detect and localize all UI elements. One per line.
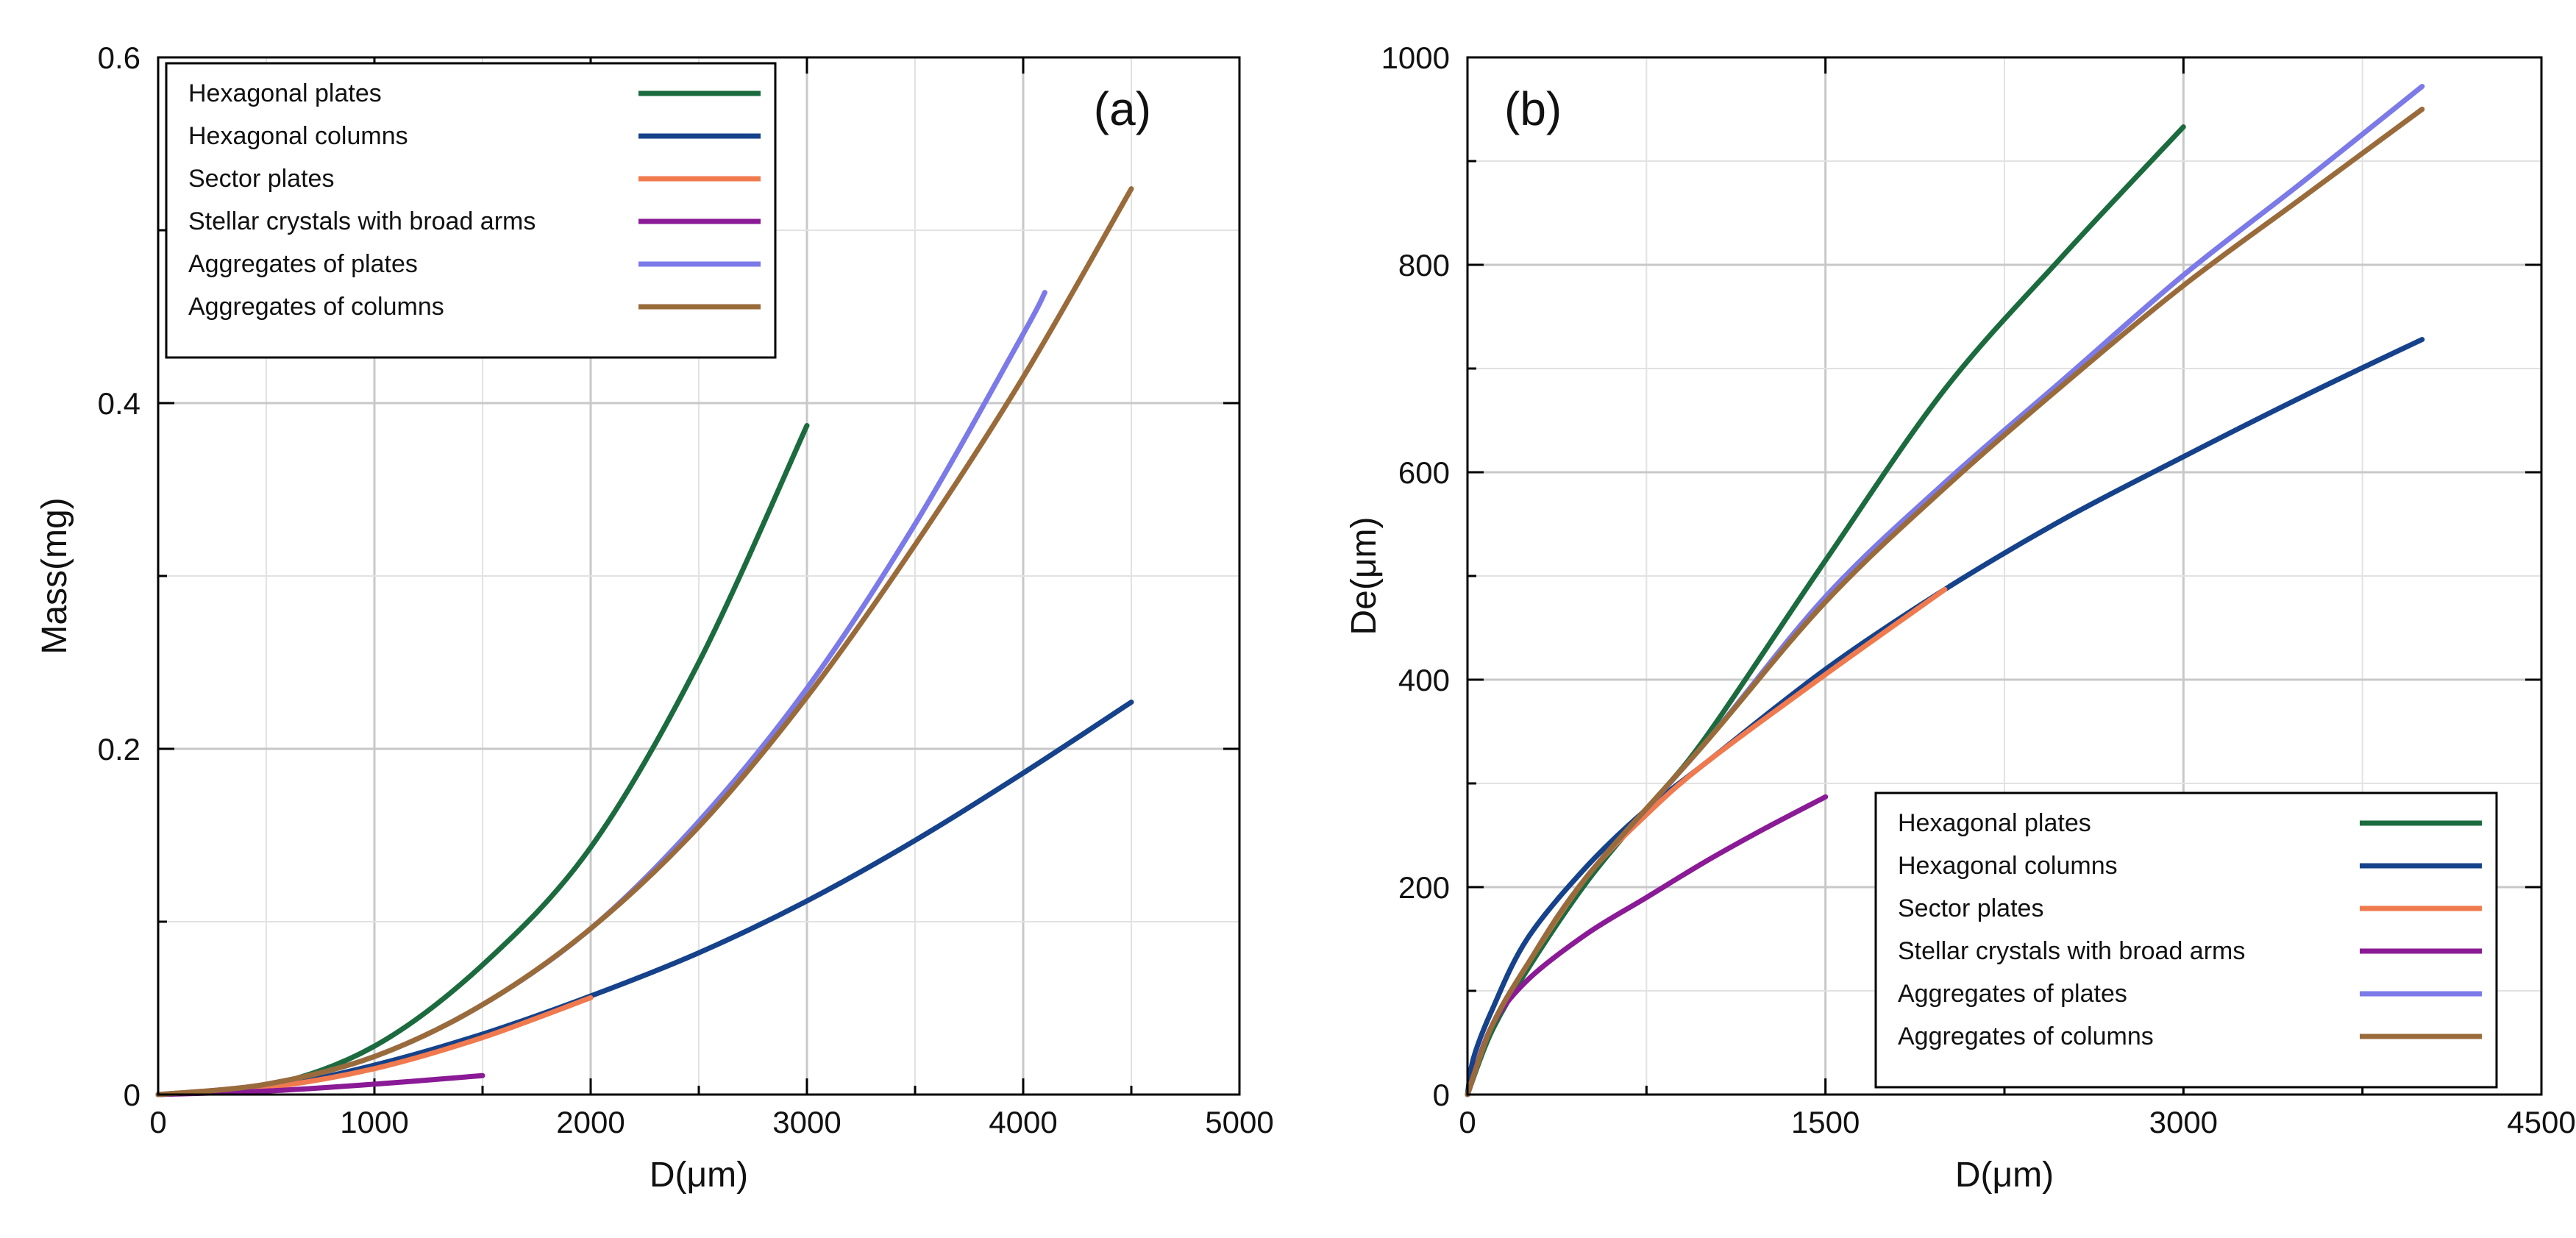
y-tick-label: 200 <box>1398 870 1450 905</box>
y-tick-label: 0.6 <box>98 40 140 75</box>
y-tick-label: 0 <box>1433 1078 1450 1112</box>
panel-a-mass-vs-d: 0 1000 2000 3000 4000 5000 0 0.2 0.4 0.6 D(μm) Mass… <box>35 40 1274 1195</box>
x-tick-label: 2000 <box>556 1105 625 1139</box>
legend-item: Hexagonal plates <box>1898 809 2482 837</box>
legend-label: Stellar crystals with broad arms <box>1898 937 2245 965</box>
legend-label: Hexagonal columns <box>1898 852 2118 880</box>
x-tick-label: 1500 <box>1791 1105 1860 1139</box>
series-line-hexagonal-columns <box>1465 337 2425 1098</box>
legend: Hexagonal plates Hexagonal columns Sector … <box>1874 791 2498 1089</box>
axis-ticks: 0 1500 3000 4500 0 200 400 600 800 1000 <box>1381 40 2576 1139</box>
legend-label: Aggregates of columns <box>1898 1022 2154 1050</box>
x-axis-label: D(μm) <box>650 1156 748 1195</box>
legend-item: Sector plates <box>1898 894 2482 922</box>
panel-label: (b) <box>1504 82 1562 135</box>
panel-label: (a) <box>1094 82 1151 135</box>
series-line-aggregates-of-columns <box>155 186 1134 1098</box>
legend-label: Aggregates of plates <box>188 250 418 278</box>
series-lines <box>1465 84 2425 1098</box>
axis-ticks: 0 1000 2000 3000 4000 5000 0 0.2 0.4 0.6 <box>98 40 1274 1139</box>
legend-label: Aggregates of columns <box>188 293 444 321</box>
legend-item: Hexagonal columns <box>1898 852 2482 880</box>
legend-label: Aggregates of plates <box>1898 980 2127 1008</box>
legend-label: Sector plates <box>188 165 334 193</box>
y-tick-label: 0.4 <box>98 386 140 421</box>
x-tick-label: 0 <box>1459 1105 1476 1139</box>
y-tick-label: 600 <box>1398 455 1450 490</box>
legend-item: Aggregates of columns <box>188 293 761 321</box>
legend-item: Stellar crystals with broad arms <box>1898 937 2482 965</box>
legend-item: Aggregates of plates <box>188 250 761 278</box>
legend-label: Hexagonal plates <box>1898 809 2091 837</box>
series-line-hexagonal-plates <box>1465 124 2186 1098</box>
panel-b-de-vs-d: 0 1500 3000 4500 0 200 400 600 800 1000 D(μm) De(μm… <box>1345 40 2576 1195</box>
y-tick-label: 400 <box>1398 663 1450 697</box>
legend-label: Hexagonal columns <box>188 122 408 150</box>
plot-frame <box>1466 56 2543 1096</box>
legend-item: Hexagonal plates <box>188 79 761 107</box>
x-tick-label: 5000 <box>1205 1105 1273 1139</box>
x-tick-label: 1000 <box>340 1105 408 1139</box>
legend-item: Aggregates of columns <box>1898 1022 2482 1050</box>
series-line-sector-plates <box>1465 586 1948 1098</box>
y-axis-label: De(μm) <box>1345 517 1384 636</box>
series-lines <box>155 186 1134 1098</box>
x-tick-label: 3000 <box>772 1105 841 1139</box>
legend-label: Hexagonal plates <box>188 79 382 107</box>
series-line-aggregates-of-columns <box>1465 107 2425 1098</box>
x-tick-label: 0 <box>149 1105 166 1139</box>
x-tick-label: 4500 <box>2507 1105 2575 1139</box>
legend-label: Sector plates <box>1898 894 2043 922</box>
legend-item: Hexagonal columns <box>188 122 761 150</box>
plot-frame <box>157 56 1241 1096</box>
legend-item: Aggregates of plates <box>1898 980 2482 1008</box>
x-tick-label: 4000 <box>989 1105 1057 1139</box>
x-tick-label: 3000 <box>2149 1105 2218 1139</box>
legend-label: Stellar crystals with broad arms <box>188 207 536 235</box>
y-axis-label: Mass(mg) <box>35 497 74 654</box>
legend: Hexagonal plates Hexagonal columns Sector … <box>165 62 777 359</box>
legend-item: Sector plates <box>188 165 761 193</box>
y-tick-label: 0 <box>124 1078 140 1112</box>
series-line-aggregates-of-plates <box>155 290 1047 1098</box>
y-tick-label: 1000 <box>1381 40 1450 75</box>
legend-item: Stellar crystals with broad arms <box>188 207 761 235</box>
y-tick-label: 800 <box>1398 248 1450 282</box>
y-tick-label: 0.2 <box>98 732 140 766</box>
x-axis-label: D(μm) <box>1955 1156 2054 1195</box>
